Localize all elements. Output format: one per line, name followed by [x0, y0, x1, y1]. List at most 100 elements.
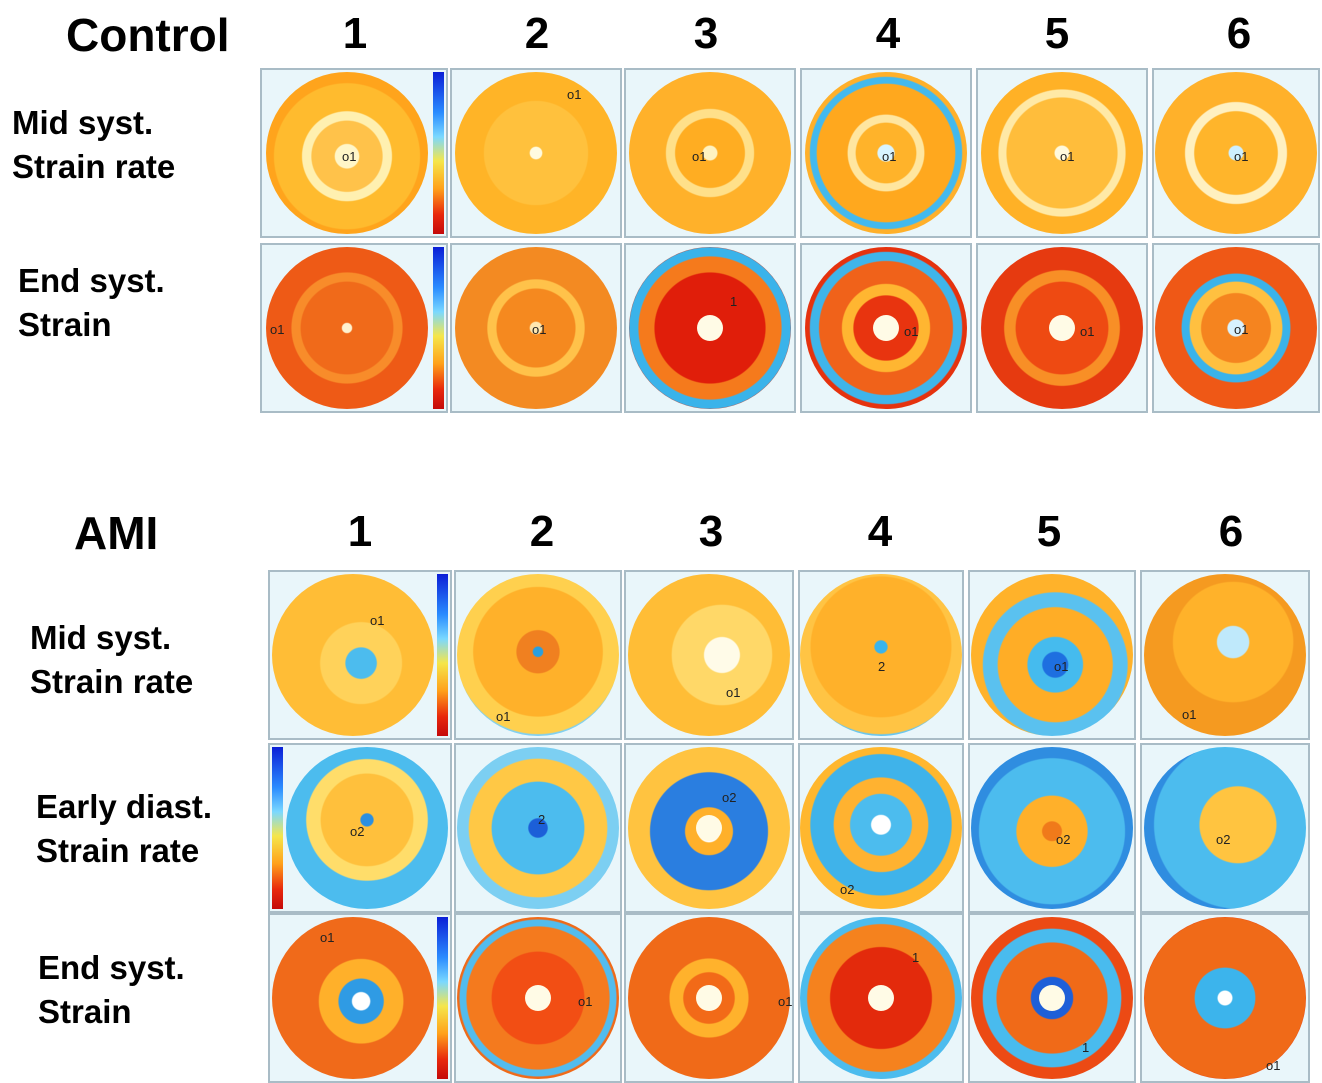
marker-label: o1 — [1182, 707, 1197, 722]
bullseye-map-icon — [1144, 917, 1306, 1079]
control-row-label-end-syst-strain: End syst. Strain — [18, 259, 165, 347]
marker-label: o2 — [840, 882, 855, 897]
color-scale-bar-icon — [437, 574, 448, 736]
control-row-end-syst-strain: o1 o1 1 o1 o1 o1 — [260, 243, 1320, 413]
bullseye-map-icon — [266, 247, 428, 409]
ami-row-label-early-diast-strain-rate: Early diast. Strain rate — [36, 785, 212, 873]
marker-label: o1 — [1234, 322, 1249, 337]
row-label-line2: Strain rate — [30, 663, 194, 700]
control-column-4-label: 4 — [875, 9, 901, 58]
center-hole — [525, 985, 551, 1011]
ami-row-label-end-syst-strain: End syst. Strain — [38, 946, 185, 1034]
color-scale-bar-icon — [433, 72, 444, 234]
marker-label: o1 — [882, 149, 897, 164]
color-scale-bar-icon — [433, 247, 444, 409]
row-label-line1: End syst. — [38, 949, 185, 986]
marker-label: o1 — [904, 324, 919, 339]
bullseye-map-icon — [629, 72, 791, 234]
row-label-line1: Early diast. — [36, 788, 213, 825]
center-hole — [873, 315, 899, 341]
control-group-title: Control — [66, 9, 230, 61]
ami-column-1-label: 1 — [347, 507, 373, 556]
bullseye-map-icon — [805, 72, 967, 234]
center-hole — [696, 985, 722, 1011]
bullseye-map-icon — [971, 574, 1133, 736]
bullseye-map-tile: o2 — [624, 743, 794, 913]
center-hole — [696, 815, 722, 841]
bullseye-map-tile: o1 — [1152, 243, 1320, 413]
marker-label: 1 — [730, 294, 738, 309]
bullseye-map-tile: 2 — [454, 743, 622, 913]
bullseye-map-tile: 1 — [968, 913, 1136, 1083]
bullseye-map-icon — [981, 72, 1143, 234]
bullseye-map-icon — [266, 72, 428, 234]
bullseye-map-icon — [272, 574, 434, 736]
control-column-2-label: 2 — [524, 9, 550, 58]
marker-label: o1 — [1266, 1058, 1281, 1073]
bullseye-map-tile: o2 — [268, 743, 452, 913]
control-row-label-mid-syst-strain-rate: Mid syst. Strain rate — [12, 101, 175, 189]
bullseye-map-icon — [971, 747, 1133, 909]
center-hole — [1049, 315, 1075, 341]
marker-label: o1 — [370, 613, 385, 628]
bullseye-map-tile: 1 — [798, 913, 964, 1083]
bullseye-map-tile: o2 — [968, 743, 1136, 913]
row-label-line2: Strain — [38, 993, 132, 1030]
ami-group-title: AMI — [74, 507, 159, 559]
row-label-line1: Mid syst. — [30, 619, 172, 656]
bullseye-map-tile: o1 — [624, 913, 794, 1083]
marker-label: o1 — [270, 322, 285, 337]
marker-label: o1 — [567, 87, 582, 102]
bullseye-map-icon — [1155, 72, 1317, 234]
ami-row-label-mid-syst-strain-rate: Mid syst. Strain rate — [30, 616, 193, 704]
bullseye-map-icon — [628, 574, 790, 736]
marker-label: o1 — [726, 685, 741, 700]
bullseye-map-icon — [1144, 574, 1306, 736]
bullseye-map-tile: o1 — [260, 243, 448, 413]
marker-label: o2 — [1216, 832, 1231, 847]
control-column-1-label: 1 — [342, 9, 368, 58]
ami-row-early-diast-strain-rate: o2 2 o2 o2 o2 o2 — [268, 743, 1318, 913]
bullseye-map-tile: o1 — [624, 570, 794, 740]
marker-label: 2 — [878, 659, 886, 674]
bullseye-map-tile: o1 — [450, 68, 622, 238]
bullseye-map-tile: 2 — [798, 570, 964, 740]
bullseye-map-icon — [457, 747, 619, 909]
marker-label: 1 — [1082, 1040, 1090, 1055]
bullseye-map-tile: o1 — [624, 68, 796, 238]
center-hole — [868, 985, 894, 1011]
row-label-line1: Mid syst. — [12, 104, 154, 141]
bullseye-map-icon — [800, 574, 962, 736]
bullseye-map-tile: o1 — [454, 570, 622, 740]
bullseye-map-tile: o2 — [798, 743, 964, 913]
bullseye-map-icon — [455, 247, 617, 409]
ami-column-5-label: 5 — [1036, 507, 1062, 556]
ami-column-3-label: 3 — [698, 507, 724, 556]
bullseye-map-icon — [1144, 747, 1306, 909]
bullseye-map-icon — [457, 574, 619, 736]
marker-label: o1 — [778, 994, 793, 1009]
ami-row-end-syst-strain: o1 o1 o1 1 1 o1 — [268, 913, 1318, 1083]
marker-label: o1 — [692, 149, 707, 164]
bullseye-map-tile: o1 — [450, 243, 622, 413]
bullseye-map-icon — [800, 747, 962, 909]
marker-label: 1 — [912, 950, 920, 965]
bullseye-map-tile: 1 — [624, 243, 796, 413]
row-label-line2: Strain rate — [36, 832, 200, 869]
marker-label: o1 — [320, 930, 335, 945]
bullseye-map-tile: o1 — [976, 243, 1148, 413]
ami-column-6-label: 6 — [1218, 507, 1244, 556]
row-label-line2: Strain — [18, 306, 112, 343]
bullseye-map-tile: o2 — [1140, 743, 1310, 913]
bullseye-map-icon — [1155, 247, 1317, 409]
bullseye-map-tile: o1 — [454, 913, 622, 1083]
bullseye-map-tile: o1 — [268, 570, 452, 740]
control-column-3-label: 3 — [693, 9, 719, 58]
marker-label: o1 — [496, 709, 511, 724]
bullseye-map-tile: o1 — [800, 243, 972, 413]
marker-label: o1 — [1060, 149, 1075, 164]
bullseye-map-tile: o1 — [800, 68, 972, 238]
bullseye-map-tile: o1 — [268, 913, 452, 1083]
marker-label: o1 — [342, 149, 357, 164]
marker-label: o1 — [578, 994, 593, 1009]
